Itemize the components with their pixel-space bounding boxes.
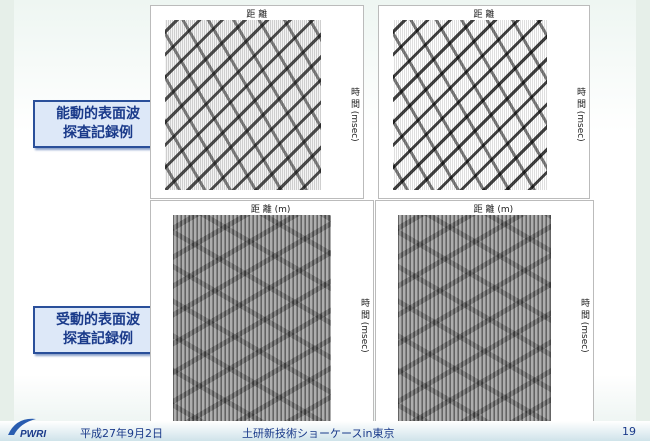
left-edge [0, 0, 14, 441]
axis-label: 距 離 (m) [250, 205, 291, 215]
footer: 平成27年9月2日 土研新技術ショーケースin東京 19 [0, 421, 650, 441]
passive-record-2: 距 離 (m) 時 間 (msec) [375, 200, 594, 432]
active-label: 能動的表面波 探査記録例 [33, 100, 163, 148]
passive-record-1: 距 離 (m) 時 間 (msec) [150, 200, 374, 432]
page-number: 19 [622, 425, 636, 438]
seismic-image [165, 20, 321, 190]
axis-label: 距 離 [246, 10, 268, 20]
active-record-2: 距 離 時 間 (msec) [378, 5, 590, 199]
label-line: 能動的表面波 [56, 106, 140, 122]
seismic-image [393, 20, 547, 190]
footer-event: 土研新技術ショーケースin東京 [242, 427, 395, 440]
seismic-image [173, 215, 331, 423]
axis-label: 時 間 (msec) [579, 297, 589, 353]
logo-text: PWRI [20, 429, 46, 439]
label-line: 探査記録例 [63, 125, 133, 141]
label-line: 探査記録例 [63, 331, 133, 347]
passive-label: 受動的表面波 探査記録例 [33, 306, 163, 354]
axis-label: 時 間 (msec) [349, 86, 359, 142]
seismic-image [398, 215, 551, 423]
footer-date: 平成27年9月2日 [80, 427, 163, 440]
axis-label: 時 間 (msec) [575, 86, 585, 142]
axis-label: 時 間 (msec) [359, 297, 369, 353]
axis-label: 距 離 [473, 10, 495, 20]
logo-swoosh [8, 418, 36, 435]
right-edge [636, 0, 650, 441]
axis-label: 距 離 (m) [473, 205, 514, 215]
active-record-1: 距 離 時 間 (msec) [150, 5, 364, 199]
logo: PWRI [8, 418, 46, 439]
label-line: 受動的表面波 [56, 312, 140, 328]
